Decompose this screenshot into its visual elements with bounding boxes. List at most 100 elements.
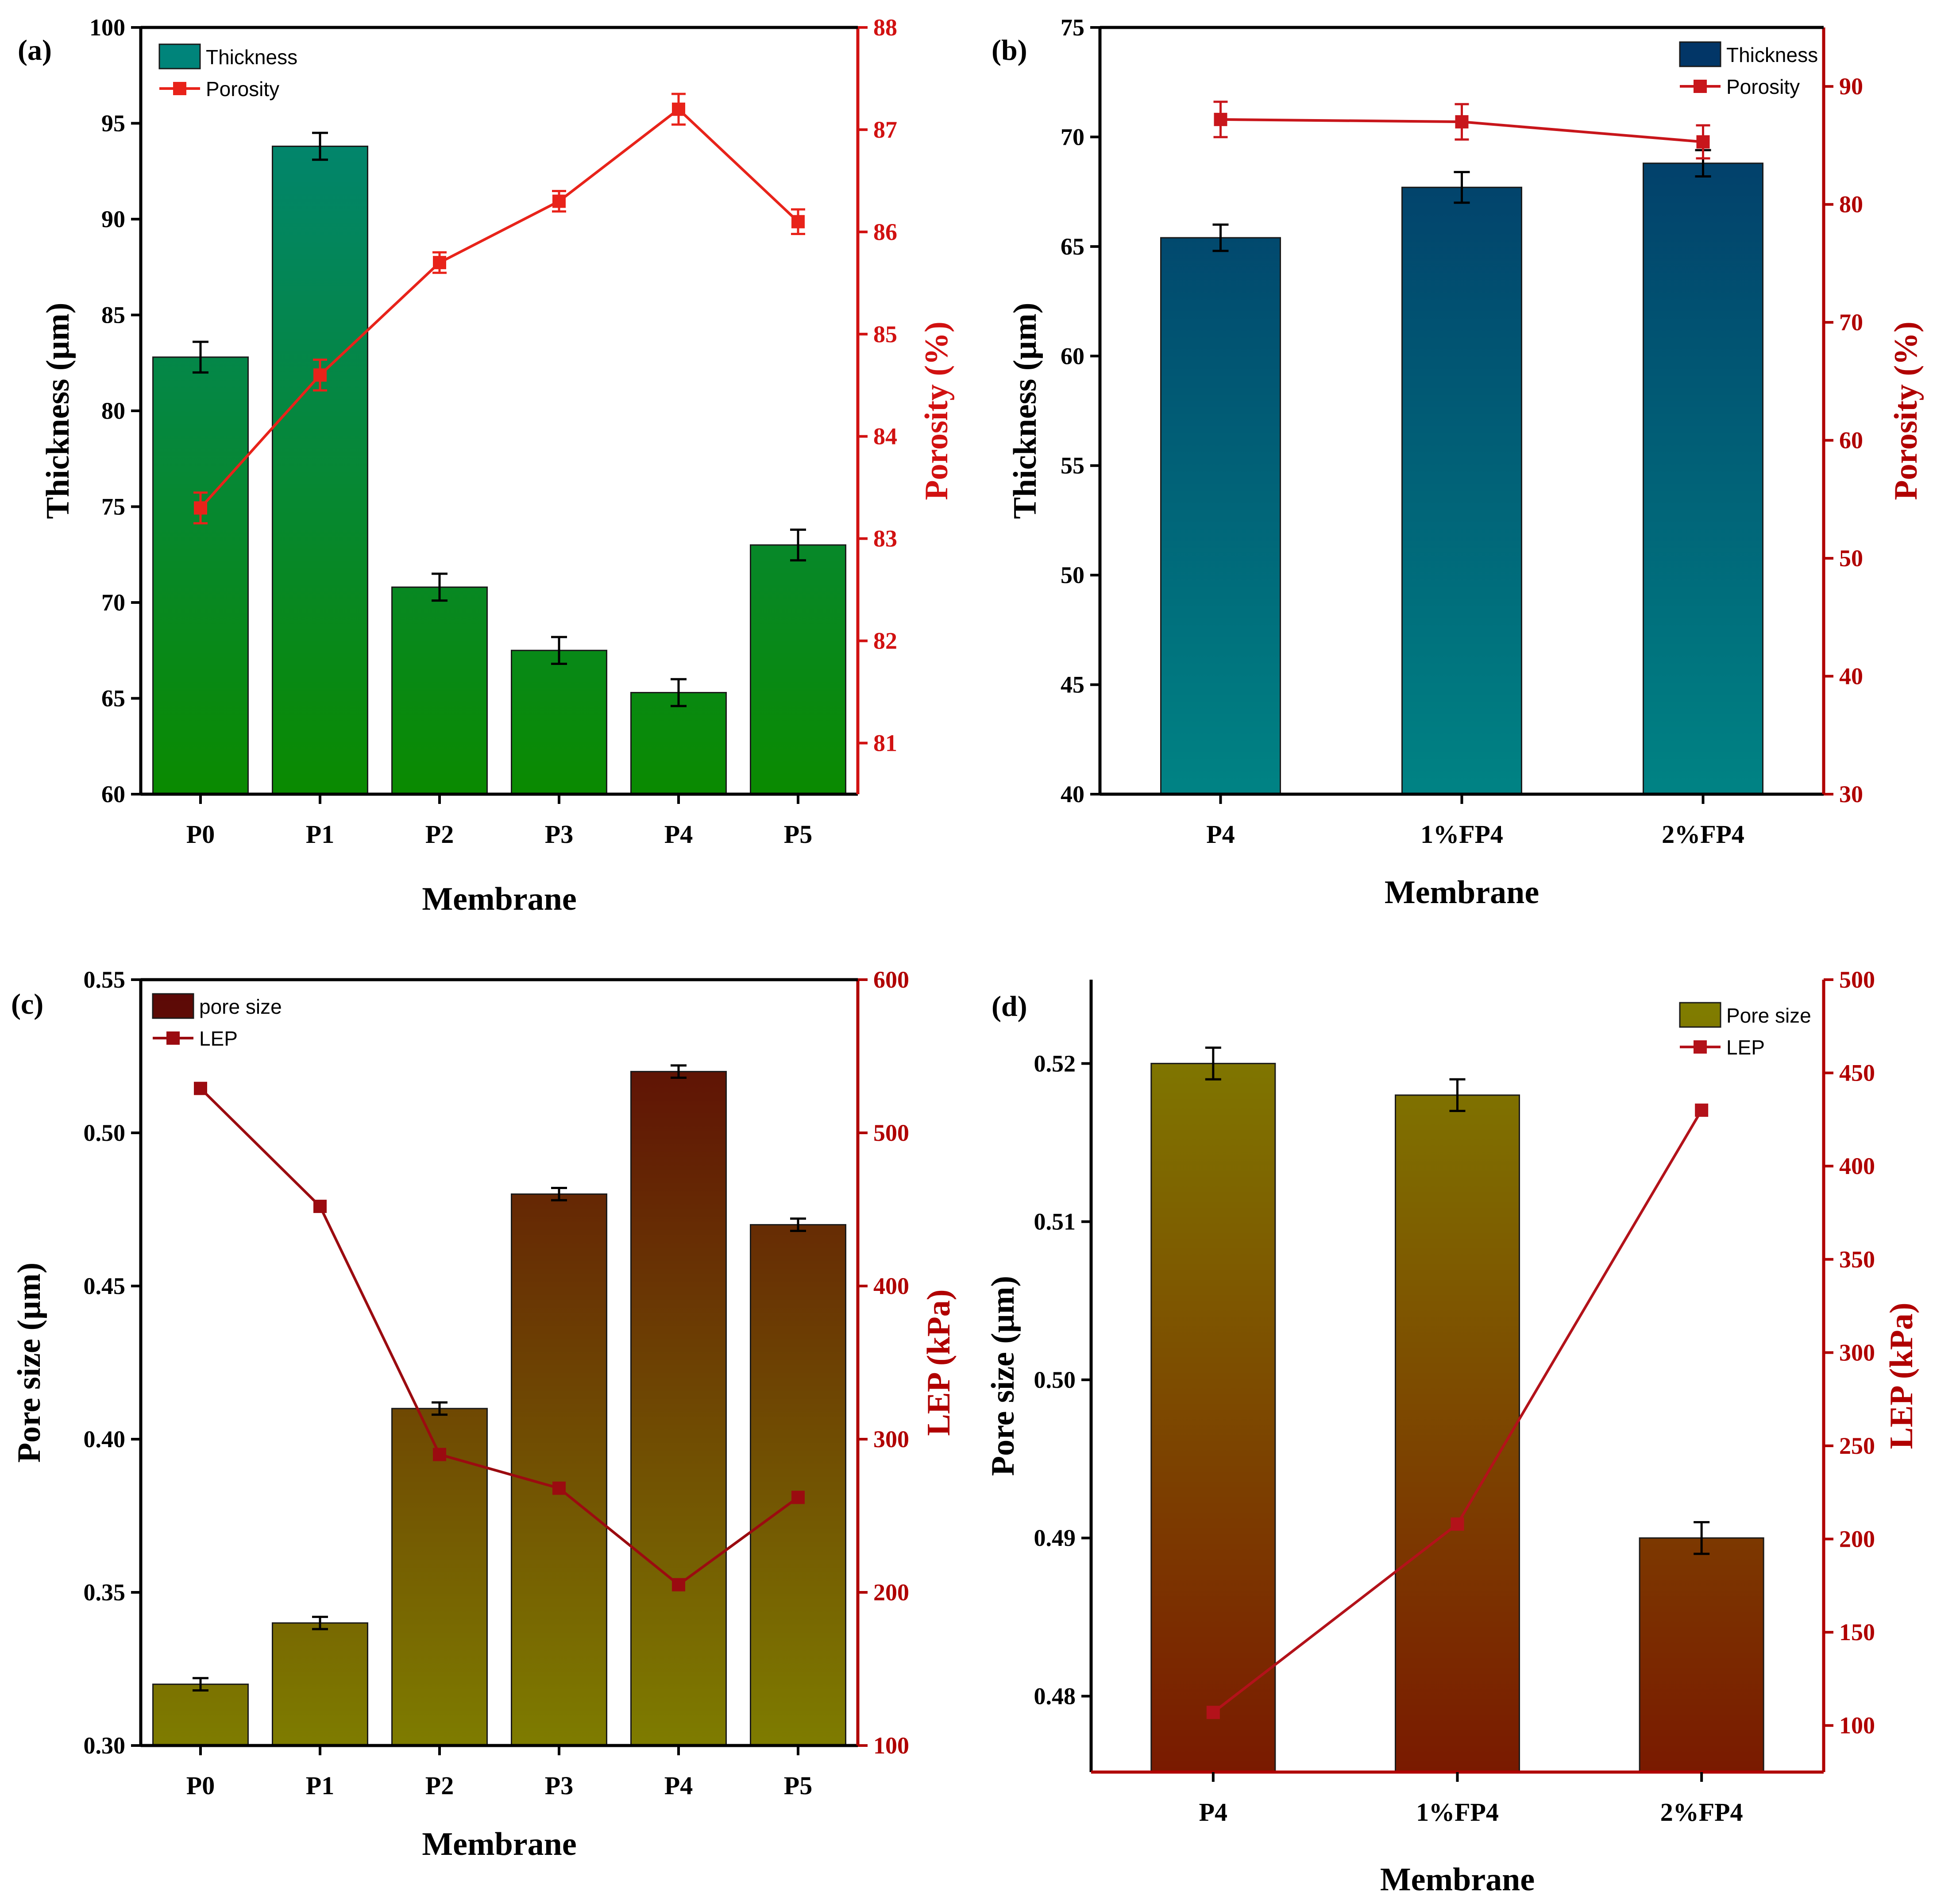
left-tick-label: 65 [101,685,125,712]
point-2%FP4 [1696,135,1710,149]
left-tick-label: 45 [1061,672,1084,698]
right-tick-label: 60 [1839,427,1863,454]
left-tick-label: 0.45 [84,1273,126,1299]
point-P2 [433,1448,446,1461]
left-tick-label: 0.55 [84,966,126,993]
panel-label: (c) [11,988,43,1020]
legend-marker-swatch [173,82,186,95]
bar-P0 [152,1684,249,1746]
right-tick-label: 85 [873,321,897,348]
legend-line-label: Porosity [1726,75,1800,98]
left-tick-label: 0.35 [84,1579,126,1606]
bar-2%FP4 [1643,162,1763,795]
x-tick-label-P0: P0 [186,1771,215,1800]
left-tick-label: 90 [101,206,125,232]
panel-label: (a) [18,34,52,66]
left-tick-label: 0.30 [84,1732,126,1759]
series-line-porosity [199,107,799,509]
right-tick-label: 500 [873,1120,909,1146]
legend-line-label: LEP [1726,1036,1765,1059]
right-tick-label: 80 [1839,191,1863,218]
x-tick-label-P3: P3 [545,1771,573,1800]
bar-P4 [630,692,727,795]
right-tick-label: 350 [1839,1246,1875,1273]
x-tick-label-P5: P5 [784,1771,812,1800]
legend-line-label: LEP [199,1027,238,1050]
left-tick-label: 65 [1061,233,1084,260]
right-tick-label: 100 [873,1732,909,1759]
right-tick-label: 400 [1839,1153,1875,1179]
legend-line-label: Porosity [206,77,279,100]
right-tick-label: 84 [873,423,897,450]
legend-bar-swatch [1679,1002,1721,1028]
left-tick-label: 60 [1061,343,1084,369]
left-tick-label: 0.40 [84,1426,126,1452]
point-P4 [672,1578,685,1591]
left-tick-label: 75 [1061,14,1084,41]
x-tick-label-P4: P4 [1199,1798,1227,1827]
right-tick-label: 83 [873,525,897,552]
legend-marker-swatch [1694,80,1707,93]
bar-P2 [391,586,488,795]
x-tick-label-P3: P3 [545,820,573,849]
right-tick-label: 150 [1839,1619,1875,1645]
right-tick-label: 50 [1839,545,1863,572]
left-tick-label: 0.51 [1034,1209,1076,1235]
x-tick-label-2%FP4: 2%FP4 [1660,1798,1743,1827]
legend-marker-swatch [166,1031,180,1045]
left-tick-label: 0.50 [84,1120,126,1146]
point-2%FP4 [1695,1103,1709,1117]
panel-4: 0.48 0.49 0.50 0.51 0.52 100 150 200 250 300 350 40… [985,966,1920,1898]
right-tick-label: 87 [873,116,897,143]
legend-bar-swatch [158,43,201,70]
right-tick-label: 40 [1839,663,1863,690]
right-tick-label: 600 [873,966,909,993]
legend-bar-label: Thickness [1726,43,1818,66]
x-tick-label-P4: P4 [664,820,693,849]
x-axis-title: Membrane [1385,874,1539,911]
left-tick-label: 70 [101,589,125,616]
bar-P4 [630,1071,727,1746]
x-tick-label-P1: P1 [306,820,334,849]
right-tick-label: 500 [1839,966,1875,993]
point-P5 [791,1491,805,1504]
point-P4 [1214,112,1227,126]
left-tick-label: 100 [89,14,125,41]
legend-bar-label: Pore size [1726,1004,1811,1027]
left-tick-label: 60 [101,781,125,807]
bar-P5 [750,544,846,795]
point-P1 [313,368,327,382]
point-P2 [433,256,446,270]
right-tick-label: 200 [873,1579,909,1606]
y2-axis-title: LEP (kPa) [921,1290,957,1436]
y2-axis-title: Porosity (%) [918,321,955,500]
point-P3 [552,1481,566,1495]
x-tick-label-1%FP4: 1%FP4 [1420,820,1503,849]
legend-bar-swatch [152,993,194,1019]
y2-axis-title: Porosity (%) [1888,321,1924,500]
left-tick-label: 0.52 [1034,1050,1076,1077]
panels: 60 65 70 75 80 85 90 95 100 81 82 83 84 85 86 87 88 P0 P1 P… [11,14,1924,1898]
panel-label: (b) [992,34,1027,66]
bar-P0 [152,356,249,795]
y2-axis-title: LEP (kPa) [1883,1303,1920,1449]
legend-bar-label: pore size [199,995,282,1018]
left-tick-label: 0.50 [1034,1367,1076,1393]
left-tick-label: 55 [1061,452,1084,479]
legend-bar-swatch [1679,41,1721,67]
right-tick-label: 90 [1839,73,1863,100]
left-tick-label: 50 [1061,562,1084,588]
bar-P3 [511,1193,607,1746]
right-tick-label: 88 [873,14,897,41]
right-tick-label: 400 [873,1273,909,1299]
x-tick-label-P0: P0 [186,820,215,849]
series-line-lep [199,1087,799,1587]
bar-P3 [511,649,607,795]
right-tick-label: 82 [873,628,897,654]
x-tick-label-P4: P4 [664,1771,693,1800]
bar-P4 [1160,237,1281,795]
right-tick-label: 300 [873,1426,909,1452]
bar-P5 [750,1224,846,1746]
y-axis-title: Thickness (µm) [40,303,76,519]
bar-P4 [1150,1062,1276,1773]
